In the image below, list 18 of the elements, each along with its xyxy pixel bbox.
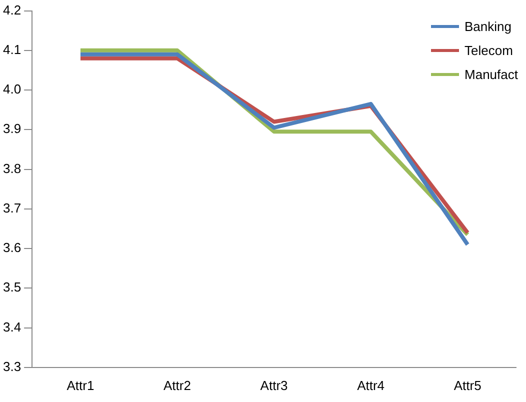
y-tick-label: 3.5 <box>2 280 22 295</box>
legend-label: Manufact <box>464 66 518 82</box>
x-tick-label: Attr3 <box>260 378 288 393</box>
x-tick-label: Attr2 <box>164 378 191 393</box>
y-tick-label: 3.3 <box>2 358 22 374</box>
y-tick-label: 3.8 <box>2 160 22 176</box>
x-tick-label: Attr5 <box>454 378 482 393</box>
legend-label: Banking <box>464 18 512 34</box>
y-tick-label: 4.0 <box>2 82 22 97</box>
y-tick-label: 3.7 <box>2 200 22 216</box>
y-tick-label: 4.1 <box>2 42 22 57</box>
y-tick-label: 3.6 <box>2 240 22 256</box>
y-tick-label: 4.2 <box>2 2 22 18</box>
y-tick-label: 3.4 <box>2 319 22 334</box>
y-tick-label: 3.9 <box>2 121 22 136</box>
legend-label: Telecom <box>464 42 513 58</box>
x-tick-label: Attr1 <box>66 378 94 393</box>
x-tick-label: Attr4 <box>357 378 385 393</box>
